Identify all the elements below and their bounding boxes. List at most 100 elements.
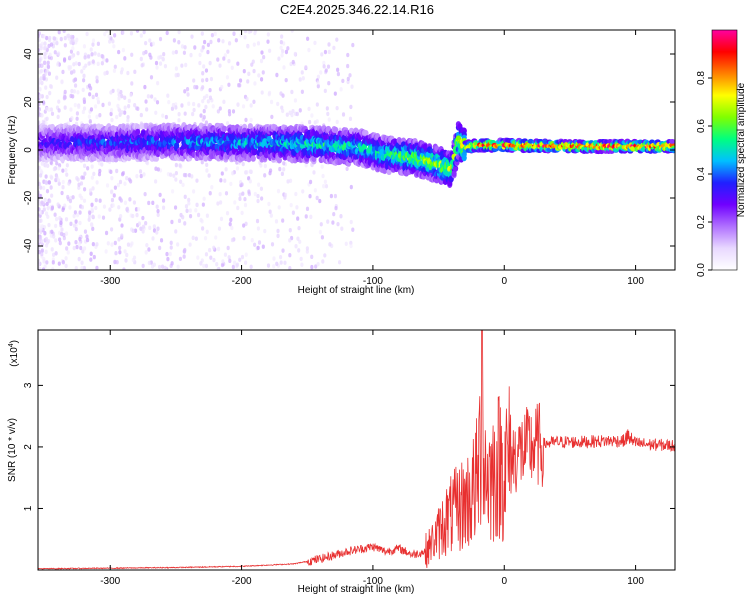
spectrogram-cell xyxy=(260,50,264,55)
spectrogram-cell xyxy=(283,195,287,200)
colorbar-tick-label: 0.8 xyxy=(696,71,707,85)
spectrogram-cell xyxy=(45,116,49,121)
spectrogram-cell xyxy=(221,259,225,264)
spectrogram-cell xyxy=(118,245,122,251)
spectrogram-cell xyxy=(193,45,197,50)
spectrogram-cell xyxy=(78,236,82,242)
spectrogram-cell xyxy=(57,51,61,56)
spectrogram-cell xyxy=(95,180,99,185)
colorbar-gradient xyxy=(711,29,738,271)
spectrogram-cell xyxy=(209,76,214,82)
spectrogram-cell xyxy=(87,61,91,66)
spectrogram-cell xyxy=(281,248,285,253)
spectrogram-cell xyxy=(74,219,78,224)
spectrogram-cell xyxy=(130,241,134,246)
spectrogram-cell xyxy=(155,65,159,70)
spectrogram-cell xyxy=(131,213,135,219)
spectrogram-cell xyxy=(74,61,78,66)
spectrogram-cell xyxy=(335,105,339,111)
spectrogram-cell xyxy=(119,198,123,203)
spectrogram-cell xyxy=(195,202,199,208)
spectrogram-cell xyxy=(170,261,174,266)
spectrogram-cell xyxy=(179,179,183,184)
spectrogram-cell xyxy=(192,78,196,83)
spectrogram-cell xyxy=(78,220,82,226)
colorbar-tick-label: 0.2 xyxy=(696,215,707,229)
spectrogram-cell xyxy=(95,242,99,247)
spectrogram-cell xyxy=(310,254,314,260)
spectrogram-cell xyxy=(313,188,317,193)
spectrogram-cell xyxy=(105,30,109,34)
spectrogram-cell xyxy=(334,206,338,211)
spectrogram-cell xyxy=(225,121,230,126)
spectrogram-y-label: Frequency (Hz) xyxy=(7,116,18,185)
spectrogram-cell xyxy=(76,51,80,56)
spectrogram-cell xyxy=(51,252,56,258)
spectrogram-cell xyxy=(38,236,42,241)
spectrogram-cell xyxy=(288,266,292,270)
spectrogram-cell xyxy=(44,249,48,255)
spectrogram-cell xyxy=(291,109,295,114)
spectrogram-cell xyxy=(142,30,146,35)
spectrogram-cell xyxy=(141,263,145,269)
spectrogram-cell xyxy=(253,81,257,86)
spectrogram-cell xyxy=(171,50,175,55)
spectrogram-cell xyxy=(320,164,324,169)
spectrogram-cell xyxy=(205,213,210,218)
spectrogram-cell xyxy=(89,251,93,257)
spectrogram-cell xyxy=(242,68,246,74)
spectrogram-cell xyxy=(44,121,48,126)
spectrogram-cell xyxy=(185,86,190,92)
spectrogram-cell xyxy=(57,99,61,104)
spectrogram-cell xyxy=(252,68,256,74)
spectrogram-cell xyxy=(196,255,200,260)
spectrogram-cell xyxy=(93,51,97,56)
spectrogram-cell xyxy=(277,56,281,61)
spectrogram-cell xyxy=(55,175,59,180)
spectrogram-cell xyxy=(275,261,279,267)
spectrogram-cell xyxy=(219,200,223,205)
spectrogram-cell xyxy=(235,262,240,267)
spectrogram-cell xyxy=(174,105,178,110)
spectrogram-cell xyxy=(212,257,216,263)
spectrogram-cell xyxy=(204,120,209,125)
spectrogram-cell xyxy=(109,169,113,175)
spectrogram-cell xyxy=(57,166,61,171)
spectrogram-cell xyxy=(152,224,156,229)
spectrogram-cell xyxy=(227,82,231,87)
snr-y-tick-label: 2 xyxy=(23,444,34,450)
spectrogram-cell xyxy=(190,174,194,179)
spectrogram-cell xyxy=(231,109,236,114)
spectrogram-cell xyxy=(275,72,279,78)
spectrogram-cell xyxy=(61,168,65,173)
spectrogram-cell xyxy=(110,227,114,232)
spectrogram-cell xyxy=(62,30,66,34)
spectrogram-cell xyxy=(172,38,176,43)
spectrogram-cell xyxy=(151,41,155,46)
colorbar-tick-label: 0.0 xyxy=(696,263,707,277)
spectrogram-cell xyxy=(183,247,187,253)
spectrogram-cell xyxy=(318,229,323,235)
spectrogram-cell xyxy=(183,111,187,116)
spectrogram-cell xyxy=(110,117,114,123)
spectrogram-cell xyxy=(332,211,336,217)
spectrogram-cell xyxy=(249,264,253,269)
spectrogram-cell xyxy=(256,193,260,199)
spectrogram-cell xyxy=(192,189,196,194)
spectrogram-cell xyxy=(147,247,151,252)
spectrogram-cell xyxy=(48,199,52,204)
spectrogram-cell xyxy=(72,62,76,67)
spectrogram-cell xyxy=(95,265,99,270)
spectrogram-cell xyxy=(182,50,187,56)
spectrogram-cell xyxy=(42,256,46,262)
spectrogram-cell xyxy=(45,35,49,41)
spectrogram-cell xyxy=(233,200,237,205)
spectrogram-cell xyxy=(103,31,107,37)
spectrogram-cell xyxy=(117,49,121,55)
spectrogram-cell xyxy=(79,181,84,186)
spectrogram-cell xyxy=(217,226,222,231)
spectrogram-cell xyxy=(48,90,52,96)
spectrogram-cell xyxy=(216,267,220,270)
spectrogram-cell xyxy=(125,176,129,181)
spectrogram-cell xyxy=(111,39,115,44)
